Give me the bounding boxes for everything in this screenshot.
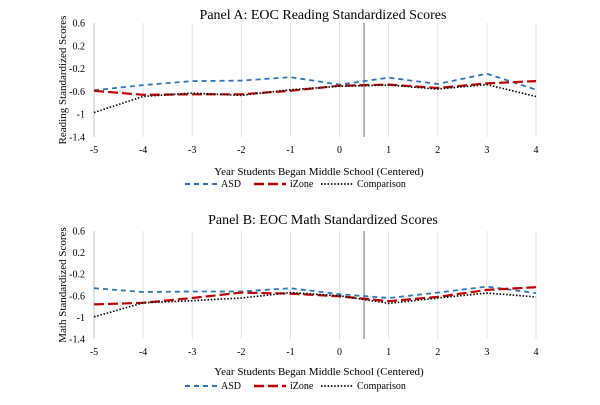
x-tick-label: 1	[386, 347, 391, 358]
y-tick-label: -0.6	[69, 291, 85, 302]
x-tick-label: -3	[188, 145, 196, 156]
x-axis-title: Year Students Began Middle School (Cente…	[214, 166, 424, 178]
x-tick-label: 2	[435, 145, 440, 156]
legend-label-comparison: Comparison	[357, 179, 406, 190]
legend-label-comparison: Comparison	[357, 381, 406, 392]
y-tick-label: -0.2	[69, 64, 85, 75]
x-tick-label: 4	[534, 347, 539, 358]
series-line-asd	[93, 72, 537, 92]
y-tick-label: 0.2	[73, 41, 86, 52]
legend-label-izone: iZone	[290, 381, 314, 392]
x-tick-label: 3	[484, 145, 489, 156]
legend-label-izone: iZone	[290, 179, 314, 190]
x-tick-label: -1	[286, 145, 294, 156]
x-axis-title: Year Students Began Middle School (Cente…	[214, 366, 424, 378]
legend-label-asd: ASD	[221, 381, 241, 392]
x-tick-label: -3	[188, 347, 196, 358]
x-tick-label: 0	[337, 145, 342, 156]
chart-panel-a: Panel A: EOC Reading Standardized Scores…	[57, 8, 539, 190]
y-tick-label: -0.2	[69, 270, 85, 281]
legend-label-asd: ASD	[221, 179, 241, 190]
chart-title: Panel A: EOC Reading Standardized Scores	[200, 8, 447, 23]
y-axis-title: Math Standardized Scores	[57, 227, 69, 342]
series-line-comparison	[93, 83, 537, 114]
y-tick-label: -1	[77, 110, 85, 121]
y-tick-label: -1.4	[69, 335, 85, 346]
chart-panel-b: Panel B: EOC Math Standardized Scores 0.6…	[57, 213, 539, 392]
x-tick-label: 2	[435, 347, 440, 358]
y-tick-label: -1	[77, 313, 85, 324]
x-tick-label: 1	[386, 145, 391, 156]
y-tick-label: -0.6	[69, 87, 85, 98]
y-tick-label: 0.2	[73, 248, 86, 259]
x-tick-label: -1	[286, 347, 294, 358]
x-tick-label: -2	[237, 347, 245, 358]
x-tick-label: -2	[237, 145, 245, 156]
y-tick-label: 0.6	[73, 19, 86, 30]
chart-title: Panel B: EOC Math Standardized Scores	[208, 213, 438, 228]
y-tick-label: -1.4	[69, 133, 85, 144]
x-tick-label: -5	[90, 347, 98, 358]
series-line-comparison	[93, 291, 537, 318]
x-tick-label: -5	[90, 145, 98, 156]
series-line-izone	[93, 286, 537, 306]
x-tick-label: 3	[484, 347, 489, 358]
x-tick-label: 0	[337, 347, 342, 358]
x-tick-label: -4	[139, 145, 147, 156]
y-tick-label: 0.6	[73, 227, 86, 238]
series-line-asd	[93, 285, 537, 299]
x-tick-label: 4	[534, 145, 539, 156]
y-axis-title: Reading Standardized Scores	[57, 16, 69, 145]
x-tick-label: -4	[139, 347, 147, 358]
